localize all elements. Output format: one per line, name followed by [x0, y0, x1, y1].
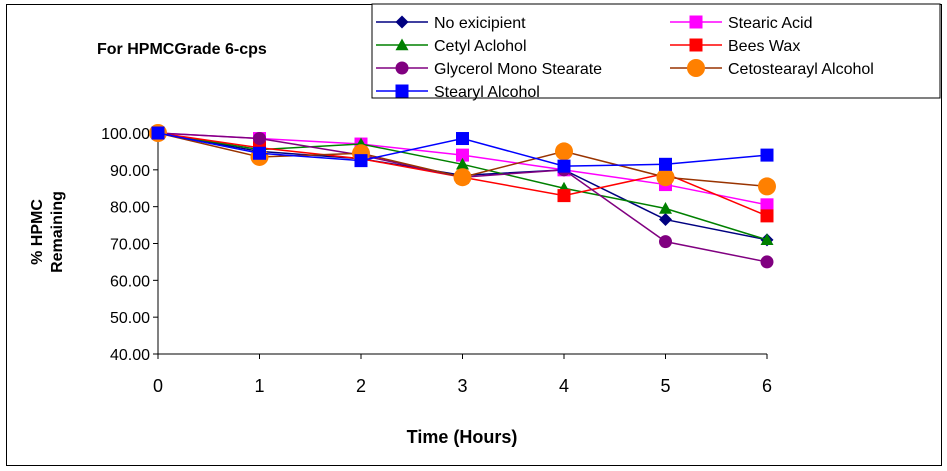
data-point: [689, 15, 703, 29]
legend-label: Bees Wax: [728, 38, 800, 55]
data-point: [395, 61, 409, 75]
x-tick-label: 6: [762, 376, 772, 396]
legend-item: Stearyl Alcohol: [376, 84, 540, 101]
data-point: [354, 154, 368, 168]
series-layer: [149, 124, 776, 269]
y-tick-label: 100.00: [101, 126, 150, 143]
y-tick-label: 60.00: [110, 273, 150, 290]
data-point: [151, 126, 165, 140]
data-point: [555, 142, 573, 161]
legend-label: Cetostearayl Alcohol: [728, 61, 874, 78]
y-axis-label-line1: % HPMC: [29, 199, 46, 265]
axes: 40.00 50.00 60.00 70.00 80.00 90.00 100.00 0 1 2 3…: [101, 126, 772, 396]
x-tick-label: 3: [457, 376, 467, 396]
data-point: [659, 157, 672, 171]
data-point: [760, 148, 774, 162]
data-point: [395, 38, 409, 51]
data-point: [760, 209, 774, 223]
x-tick-label: 4: [559, 376, 569, 396]
x-axis-label: Time (Hours): [407, 427, 518, 447]
data-point: [456, 157, 469, 170]
legend-label: No exicipient: [434, 15, 526, 32]
data-point: [659, 202, 672, 214]
data-point: [557, 159, 571, 173]
y-tick-label: 80.00: [110, 200, 150, 217]
legend-item: No exicipient: [376, 15, 526, 32]
data-point: [689, 38, 703, 52]
data-point: [760, 233, 774, 246]
legend-item: Glycerol Mono Stearate: [376, 61, 602, 78]
data-point: [253, 146, 266, 160]
data-point: [758, 177, 776, 196]
legend-item: Cetostearayl Alcohol: [670, 59, 874, 78]
x-tick-label: 5: [660, 376, 670, 396]
legend-label: Stearic Acid: [728, 15, 812, 32]
legend-item: Cetyl Aclohol: [376, 38, 527, 55]
y-axis-label-line2: Remaining: [49, 191, 66, 273]
data-point: [557, 189, 571, 203]
y-tick-label: 50.00: [110, 310, 150, 327]
legend: No exicipient Stearic Acid Cetyl Aclohol Be…: [371, 3, 941, 101]
legend-label: Cetyl Aclohol: [434, 38, 527, 55]
data-point: [453, 168, 472, 187]
y-tick-label: 40.00: [110, 347, 150, 364]
chart-title: For HPMCGrade 6-cps: [97, 41, 267, 58]
data-point: [659, 213, 672, 227]
y-tick-label: 90.00: [110, 163, 150, 180]
data-point: [656, 168, 675, 187]
legend-item: Bees Wax: [670, 38, 800, 55]
legend-box: [371, 3, 941, 99]
data-point: [395, 84, 409, 98]
data-point: [456, 132, 469, 146]
data-point: [659, 235, 672, 249]
data-point: [456, 148, 469, 162]
legend-item: Stearic Acid: [670, 15, 812, 32]
data-point: [395, 15, 409, 29]
y-tick-label: 70.00: [110, 237, 150, 254]
data-point: [253, 132, 266, 146]
data-point: [687, 59, 705, 77]
data-point: [760, 198, 774, 212]
data-point: [760, 255, 774, 269]
legend-label: Stearyl Alcohol: [434, 84, 540, 101]
legend-label: Glycerol Mono Stearate: [434, 61, 602, 78]
x-tick-label: 0: [153, 376, 163, 396]
series-stearyl-alcohol: [151, 126, 774, 173]
x-tick-label: 2: [356, 376, 366, 396]
x-tick-label: 1: [254, 376, 264, 396]
y-axis-label: % HPMC Remaining: [29, 191, 66, 273]
